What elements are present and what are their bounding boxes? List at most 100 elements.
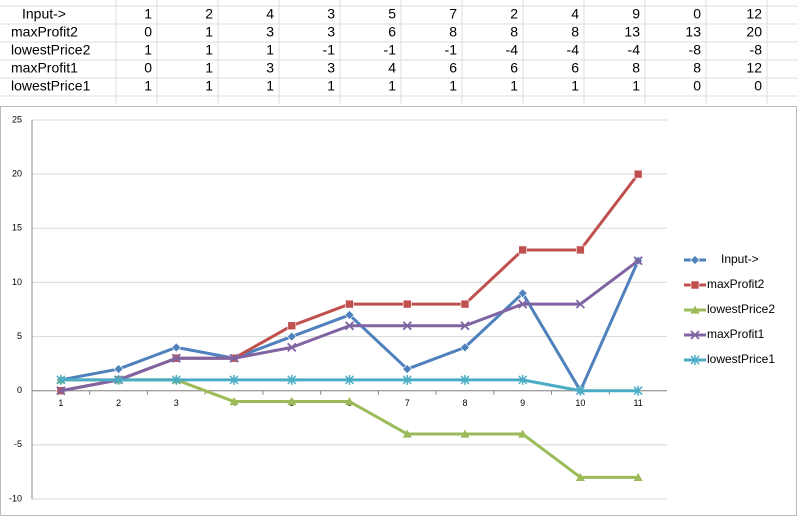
data-point — [518, 374, 528, 385]
x-tick-label: 1 — [58, 398, 63, 408]
cell-value: 6 — [449, 60, 457, 76]
data-point — [56, 374, 66, 385]
data-point — [518, 245, 527, 255]
data-point — [518, 429, 528, 438]
x-tick-label: 8 — [462, 398, 467, 408]
cell-value: -8 — [750, 42, 763, 58]
data-point — [576, 245, 585, 255]
y-tick-label: -10 — [9, 493, 22, 503]
cell-value: 0 — [754, 78, 762, 94]
data-point — [575, 385, 585, 396]
data-point — [575, 299, 586, 309]
cell-value: -1 — [384, 42, 397, 58]
legend-marker — [690, 255, 700, 265]
data-point — [286, 331, 297, 342]
cell-value: 6 — [571, 60, 579, 76]
x-tick-label: 2 — [116, 398, 121, 408]
legend-marker — [690, 330, 700, 340]
cell-value: 1 — [144, 6, 152, 22]
data-point — [402, 364, 413, 374]
x-tick-label: 11 — [633, 398, 642, 408]
cell-value: -1 — [445, 42, 458, 58]
cell-value: 4 — [571, 6, 579, 22]
legend-marker — [690, 280, 700, 290]
data-point — [633, 256, 643, 266]
row-label: maxProfit1 — [11, 60, 78, 76]
y-tick-label: 10 — [12, 277, 22, 287]
x-tick-label: 3 — [174, 398, 179, 408]
data-point — [575, 472, 585, 481]
data-point — [344, 309, 355, 320]
cell-value: 0 — [144, 60, 152, 76]
data-point — [460, 299, 470, 309]
cell-value: 13 — [685, 24, 701, 40]
data-point — [229, 353, 239, 363]
cell-value: 13 — [624, 24, 640, 40]
data-point — [344, 321, 355, 331]
data-point — [518, 299, 528, 309]
legend-marker — [690, 355, 700, 365]
cell-value: 3 — [327, 24, 335, 40]
cell-value: 1 — [205, 60, 213, 76]
cell-value: 1 — [144, 78, 152, 94]
cell-value: 3 — [327, 6, 335, 22]
cell-value: 6 — [510, 60, 518, 76]
cell-value: 1 — [266, 42, 274, 58]
cell-value: 1 — [327, 78, 335, 94]
cell-value: 4 — [266, 6, 274, 22]
cell-value: 3 — [266, 24, 274, 40]
cell-value: 0 — [693, 78, 701, 94]
cell-value: 12 — [746, 60, 762, 76]
legend-label: Input-> — [721, 252, 759, 266]
data-point — [287, 374, 297, 385]
y-tick-label: 20 — [12, 169, 22, 179]
data-point — [633, 169, 643, 179]
y-tick-label: -5 — [14, 439, 22, 449]
x-tick-label: 9 — [520, 398, 525, 408]
cell-value: 2 — [205, 6, 213, 22]
cell-value: 1 — [266, 78, 274, 94]
cell-value: 4 — [388, 60, 396, 76]
cell-value: 1 — [205, 78, 213, 94]
data-point — [402, 299, 412, 309]
cell-value: 12 — [746, 6, 762, 22]
cell-value: 20 — [746, 24, 762, 40]
cell-value: 3 — [327, 60, 335, 76]
cell-value: 8 — [571, 24, 579, 40]
data-point — [402, 374, 412, 385]
data-point — [460, 342, 470, 353]
cell-value: 8 — [632, 60, 640, 76]
cell-value: -8 — [689, 42, 702, 58]
x-tick-label: 10 — [575, 398, 585, 408]
cell-value: 1 — [144, 42, 152, 58]
row-label: lowestPrice2 — [11, 42, 91, 58]
data-point — [460, 374, 470, 385]
data-point — [113, 364, 124, 374]
legend-label: maxProfit1 — [707, 327, 765, 341]
data-point — [229, 397, 239, 406]
legend-marker — [690, 305, 700, 314]
row-label: Input-> — [22, 6, 66, 22]
cell-value: 9 — [632, 6, 640, 22]
cell-value: 1 — [388, 78, 396, 94]
cell-value: 1 — [510, 78, 518, 94]
data-point — [229, 374, 239, 385]
data-point — [171, 353, 181, 363]
data-point — [287, 397, 297, 406]
cell-value: 1 — [632, 78, 640, 94]
data-point — [402, 429, 412, 438]
cell-value: -4 — [628, 42, 641, 58]
x-tick-label: 7 — [405, 398, 410, 408]
data-point — [344, 374, 355, 385]
cell-value: 7 — [449, 6, 457, 22]
legend-label: lowestPrice1 — [707, 352, 775, 366]
data-point — [402, 321, 412, 331]
row-label: maxProfit2 — [11, 24, 78, 40]
data-point — [345, 299, 354, 309]
data-point — [460, 321, 470, 331]
cell-value: 8 — [510, 24, 518, 40]
cell-value: 5 — [388, 6, 396, 22]
cell-value: 8 — [693, 60, 701, 76]
data-point — [56, 386, 66, 396]
